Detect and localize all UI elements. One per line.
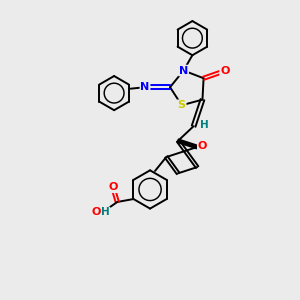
Text: H: H (200, 120, 209, 130)
Text: O: O (92, 207, 101, 217)
Text: S: S (178, 100, 186, 110)
Text: O: O (220, 66, 230, 76)
Text: O: O (198, 141, 207, 151)
Text: O: O (108, 182, 118, 192)
Text: H: H (101, 207, 110, 217)
Text: N: N (140, 82, 150, 92)
Text: N: N (179, 65, 188, 76)
